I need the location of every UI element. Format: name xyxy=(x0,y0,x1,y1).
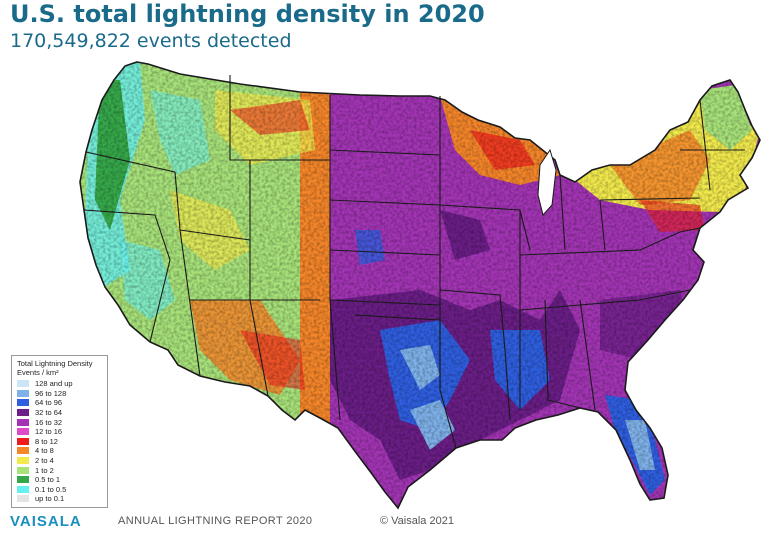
legend-swatch xyxy=(17,495,29,503)
legend-label: 32 to 64 xyxy=(35,408,63,418)
border-ut-wy xyxy=(179,229,251,241)
legend-swatch xyxy=(17,418,29,426)
border-tn-nc xyxy=(519,289,691,311)
legend-label: 0.5 to 1 xyxy=(35,475,61,485)
legend-label: 128 and up xyxy=(35,379,73,389)
border-al xyxy=(544,299,581,409)
legend-label: 96 to 128 xyxy=(35,388,67,398)
legend-swatch xyxy=(17,466,29,474)
border-central xyxy=(439,96,457,449)
legend-item: 128 and up xyxy=(17,379,103,389)
legend-item: 12 to 16 xyxy=(17,427,103,437)
border-sd-ne xyxy=(329,199,441,206)
density-layer xyxy=(80,62,760,508)
border-nd-sd xyxy=(329,149,441,156)
border-va xyxy=(639,227,701,251)
legend-label: 1 to 2 xyxy=(35,465,54,475)
legend-label: 4 to 8 xyxy=(35,446,54,456)
border-in xyxy=(559,174,566,251)
legend-item: 64 to 96 xyxy=(17,398,103,408)
legend-item: 0.5 to 1 xyxy=(17,475,103,485)
border-pa xyxy=(599,197,701,201)
legend-item: 16 to 32 xyxy=(17,417,103,427)
legend-swatch xyxy=(17,399,29,407)
map-subtitle: 170,549,822 events detected xyxy=(10,30,292,52)
speckle-texture xyxy=(80,62,760,508)
border-ca-or xyxy=(83,209,156,216)
legend-label: 16 to 32 xyxy=(35,417,63,427)
border-ks-ok xyxy=(329,299,441,306)
legend-label: 12 to 16 xyxy=(35,427,63,437)
legend-swatch xyxy=(17,409,29,417)
legend-swatch xyxy=(17,437,29,445)
legend-swatch xyxy=(17,457,29,465)
legend-title: Total Lightning Density xyxy=(17,359,93,368)
legend-label: 8 to 12 xyxy=(35,436,58,446)
border-mt xyxy=(229,75,330,161)
vaisala-logo: VAISALA xyxy=(10,512,82,530)
border-ga xyxy=(579,299,596,411)
legend-item: 8 to 12 xyxy=(17,437,103,447)
legend-swatch xyxy=(17,428,29,436)
legend-label: 0.1 to 0.5 xyxy=(35,484,67,494)
legend-swatch xyxy=(17,485,29,493)
state-borders xyxy=(79,61,761,510)
legend-item: 96 to 128 xyxy=(17,389,103,399)
legend-units: Events / km² xyxy=(17,368,59,377)
legend-label: 64 to 96 xyxy=(35,398,63,408)
border-or-wa xyxy=(85,151,176,173)
border-nh-vt xyxy=(699,99,711,191)
copyright: © Vaisala 2021 xyxy=(380,515,454,527)
border-oh xyxy=(599,199,606,251)
legend: Total Lightning Density Events / km² 128… xyxy=(11,355,108,508)
lake-michigan xyxy=(537,148,557,217)
legend-item: up to 0.1 xyxy=(17,494,103,504)
legend-swatch xyxy=(17,389,29,397)
legend-item: 0.1 to 0.5 xyxy=(17,485,103,495)
border-oh-river xyxy=(519,249,641,256)
legend-swatch xyxy=(17,476,29,484)
legend-item: 2 to 4 xyxy=(17,456,103,466)
legend-item: 1 to 2 xyxy=(17,465,103,475)
report-name: ANNUAL LIGHTNING REPORT 2020 xyxy=(118,515,313,527)
legend-item: 4 to 8 xyxy=(17,446,103,456)
border-ne-ks xyxy=(329,249,441,256)
map-title: U.S. total lightning density in 2020 xyxy=(10,0,485,28)
us-outline xyxy=(79,61,761,510)
legend-label: 2 to 4 xyxy=(35,456,54,466)
legend-swatch xyxy=(17,447,29,455)
legend-swatch xyxy=(17,380,29,388)
legend-items: 128 and up 96 to 128 64 to 96 32 to 64 16 to… xyxy=(17,379,103,504)
legend-item: 32 to 64 xyxy=(17,408,103,418)
border-ca-nv xyxy=(149,214,171,343)
border-ar xyxy=(439,289,511,421)
legend-label: up to 0.1 xyxy=(35,494,65,504)
